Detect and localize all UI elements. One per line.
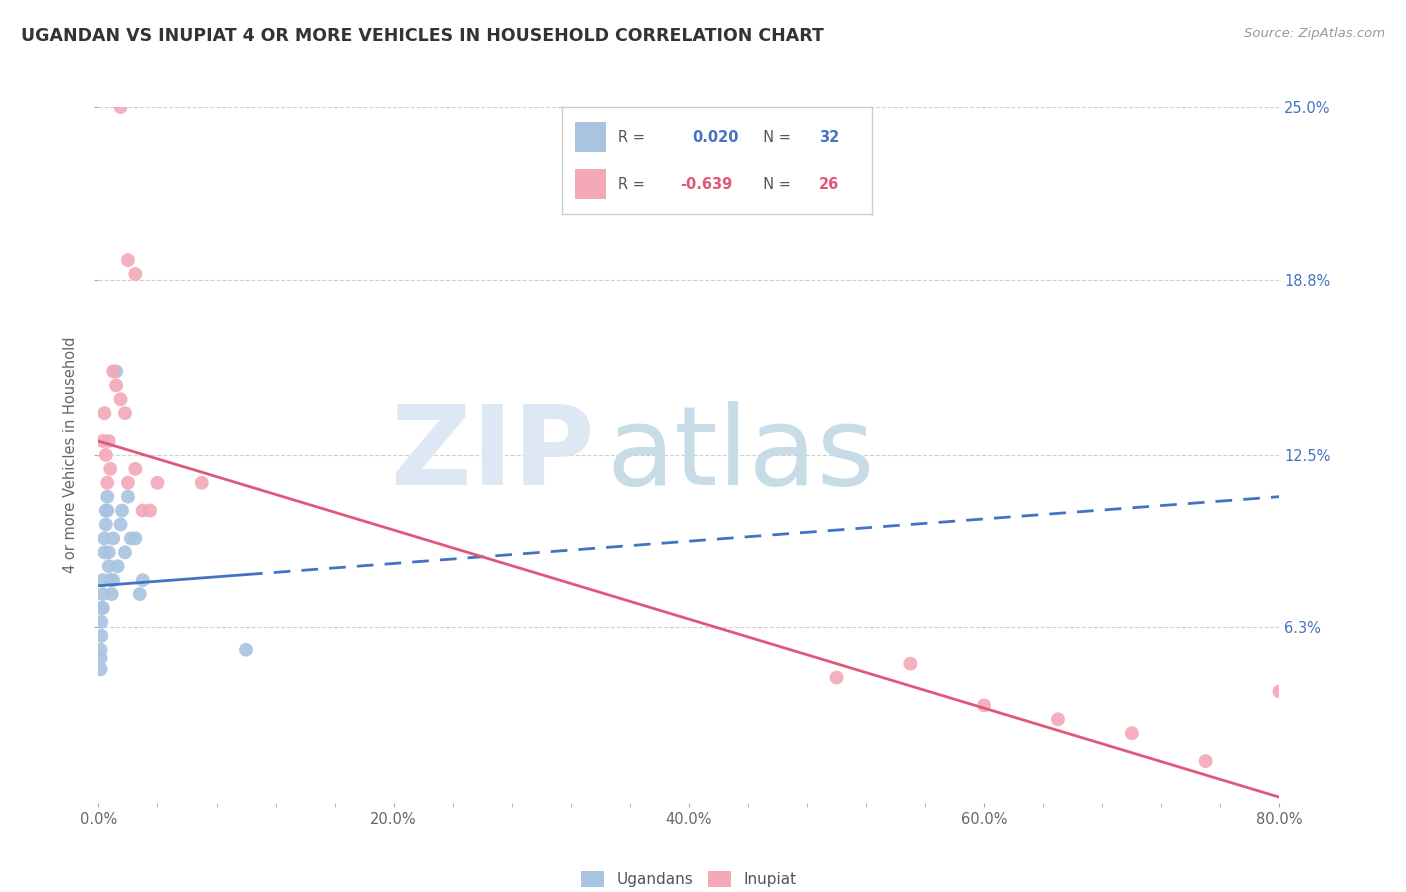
Point [96, 475, 118, 490]
Text: R =: R = [619, 129, 654, 145]
Point [105, 378, 128, 392]
Point [90, 615, 112, 629]
Point [117, 475, 139, 490]
Point [105, 364, 128, 378]
Point [90, 662, 112, 676]
Text: N =: N = [754, 129, 796, 145]
Point [103, 573, 125, 587]
Point [1121, 726, 1143, 740]
Point [117, 490, 139, 504]
Point [191, 475, 214, 490]
Point [900, 657, 922, 671]
Point [132, 503, 155, 517]
Point [96, 503, 118, 517]
Text: R =: R = [619, 177, 650, 192]
Point [93, 545, 115, 559]
Point [97, 545, 120, 559]
Point [110, 517, 132, 532]
Point [235, 642, 257, 657]
Point [825, 671, 848, 685]
Point [90, 642, 112, 657]
Point [1268, 684, 1291, 698]
Point [114, 545, 136, 559]
Text: Source: ZipAtlas.com: Source: ZipAtlas.com [1244, 27, 1385, 40]
Point [124, 532, 146, 546]
Text: UGANDAN VS INUPIAT 4 OR MORE VEHICLES IN HOUSEHOLD CORRELATION CHART: UGANDAN VS INUPIAT 4 OR MORE VEHICLES IN… [21, 27, 824, 45]
Point [90, 651, 112, 665]
Y-axis label: 4 or more Vehicles in Household: 4 or more Vehicles in Household [63, 336, 79, 574]
Bar [575, 169, 606, 199]
Point [973, 698, 995, 713]
Point [120, 532, 142, 546]
Point [90, 629, 112, 643]
Point [103, 532, 125, 546]
Point [110, 100, 132, 114]
Point [103, 364, 125, 378]
Point [124, 267, 146, 281]
Point [132, 573, 155, 587]
Point [128, 587, 150, 601]
Text: 26: 26 [820, 177, 839, 192]
Point [100, 587, 122, 601]
Point [97, 434, 120, 448]
Text: N =: N = [754, 177, 796, 192]
Point [117, 253, 139, 268]
Point [91, 587, 114, 601]
Point [146, 475, 169, 490]
Point [96, 490, 118, 504]
Point [111, 503, 134, 517]
Text: -0.639: -0.639 [681, 177, 733, 192]
Point [98, 462, 121, 476]
Point [90, 601, 112, 615]
Text: atlas: atlas [606, 401, 875, 508]
Text: 32: 32 [820, 129, 839, 145]
Point [1046, 712, 1069, 726]
Text: ZIP: ZIP [391, 401, 595, 508]
Point [91, 601, 114, 615]
Text: 0.020: 0.020 [692, 129, 738, 145]
Point [1195, 754, 1218, 768]
Point [124, 462, 146, 476]
Point [94, 448, 117, 462]
Legend: Ugandans, Inupiat: Ugandans, Inupiat [575, 865, 803, 892]
Point [97, 559, 120, 574]
Point [91, 434, 114, 448]
Point [110, 392, 132, 407]
Point [93, 532, 115, 546]
Point [98, 573, 121, 587]
Point [107, 559, 129, 574]
Point [139, 503, 162, 517]
Point [94, 503, 117, 517]
Point [114, 406, 136, 420]
Point [94, 517, 117, 532]
Point [91, 573, 114, 587]
Bar [575, 122, 606, 152]
Point [93, 406, 115, 420]
